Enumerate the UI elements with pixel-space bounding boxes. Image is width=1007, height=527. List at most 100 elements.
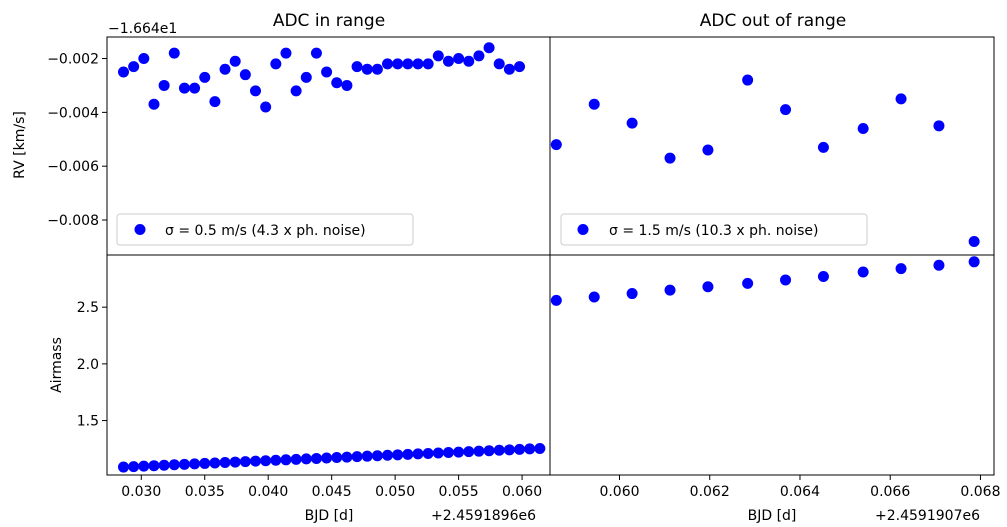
legend-label: σ = 0.5 m/s (4.3 x ph. noise) [165,223,366,239]
data-point [189,82,201,94]
data-point [626,288,638,300]
data-point [392,449,404,461]
data-point [493,58,505,70]
data-point [209,96,221,108]
data-point [402,58,414,70]
data-point [310,47,322,59]
data-point [453,53,465,65]
data-point [280,454,292,466]
data-point [158,79,170,91]
data-point [361,450,373,462]
data-point [503,444,515,456]
data-point [588,98,600,110]
y-tick-label: −0.008 [47,213,99,229]
data-point [189,458,201,470]
data-point [118,461,130,473]
data-point [742,277,754,289]
data-point [493,444,505,456]
data-point [148,460,160,472]
data-point [371,63,383,75]
x-offset-label: +2.4591907e6 [875,508,980,524]
data-points [550,74,980,248]
data-point [857,123,869,135]
data-point [138,53,150,65]
data-point [118,66,130,78]
panel-rv-in-range: ADC in range −1.664e1 RV [km/s] −0.002−0… [12,11,551,256]
data-point [229,55,241,67]
x-axis-label: BJD [d] [748,508,797,524]
data-point [702,144,714,156]
y-tick-label: 1.5 [77,414,99,430]
data-point [588,291,600,303]
data-point [321,452,333,464]
data-point [442,447,454,459]
data-point [128,461,140,473]
data-point [341,451,353,463]
data-points [118,42,526,113]
panel-title: ADC in range [273,11,385,31]
data-point [514,443,526,455]
data-point [168,47,180,59]
data-point [857,266,869,278]
data-point [199,457,211,469]
legend-marker [134,224,146,235]
data-point [895,93,907,105]
y-axis-label: Airmass [49,337,65,393]
data-point [392,58,404,70]
y-tick-label: −0.004 [47,105,99,121]
data-point [300,71,312,83]
x-tick-label: 0.055 [439,484,479,500]
data-point [331,77,343,89]
data-point [742,74,754,86]
x-tick-label: 0.068 [960,484,1000,500]
y-tick-label: 2.5 [77,300,99,316]
x-tick-label: 0.050 [375,484,415,500]
data-point [473,50,485,62]
data-point [148,98,160,110]
data-point [382,58,394,70]
data-point [239,456,251,468]
data-point [138,460,150,472]
data-point [432,447,444,459]
data-point [514,61,526,73]
x-tick-label: 0.060 [599,484,639,500]
data-point [933,259,945,271]
data-point [260,455,272,467]
data-point [780,104,792,116]
data-point [626,117,638,129]
data-point [219,63,231,75]
panel-title: ADC out of range [700,11,846,31]
data-point [664,152,676,164]
data-point [270,58,282,70]
y-tick-label: −0.006 [47,159,99,175]
y-tick-label: −0.002 [47,52,99,68]
data-point [453,446,465,458]
data-point [968,236,980,248]
x-tick-label: 0.066 [870,484,910,500]
data-point [422,447,434,459]
y-axis-label: RV [km/s] [12,111,28,179]
data-point [382,449,394,461]
legend-box [560,213,868,246]
data-point [239,69,251,81]
legend: σ = 0.5 m/s (4.3 x ph. noise) [116,213,414,246]
data-point [310,452,322,464]
data-point [442,55,454,67]
data-point [219,457,231,469]
data-point [300,453,312,465]
data-point [209,457,221,469]
data-point [817,271,829,283]
data-point [270,454,282,466]
data-point [168,459,180,471]
data-point [432,50,444,62]
x-axis-label: BJD [d] [305,508,354,524]
data-point [321,66,333,78]
legend-box [116,213,414,246]
data-points [118,442,546,473]
x-tick-label: 0.030 [121,484,161,500]
data-point [229,456,241,468]
data-point [250,455,262,467]
data-point [463,446,475,458]
data-point [483,445,495,457]
